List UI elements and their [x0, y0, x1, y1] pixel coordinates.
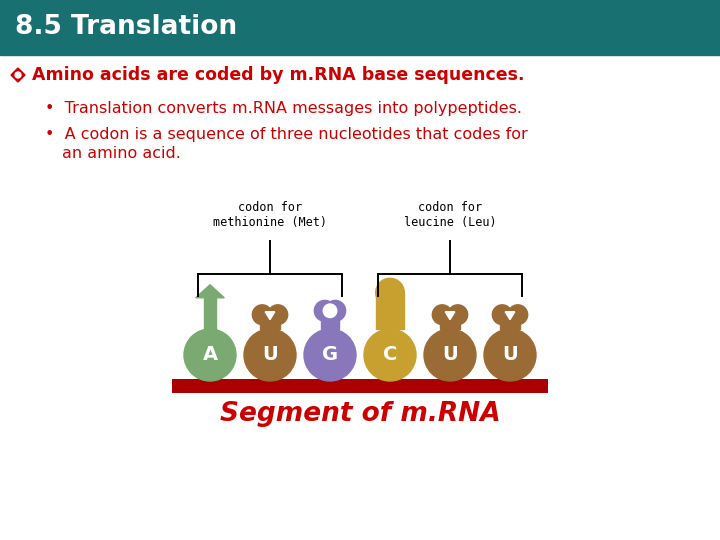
Text: U: U [262, 346, 278, 365]
Polygon shape [196, 285, 225, 298]
Bar [500, 315, 521, 329]
Polygon shape [505, 312, 515, 320]
Bar [260, 315, 280, 329]
Circle shape [424, 329, 476, 381]
Text: U: U [442, 346, 458, 365]
Text: •  A codon is a sequence of three nucleotides that codes for: • A codon is a sequence of three nucleot… [45, 127, 528, 143]
Circle shape [432, 305, 452, 325]
Bar [376, 293, 405, 329]
Circle shape [184, 329, 236, 381]
Circle shape [484, 329, 536, 381]
Text: Amino acids are coded by m.RNA base sequences.: Amino acids are coded by m.RNA base sequ… [32, 66, 524, 84]
Bar [0, 0, 720, 55]
Circle shape [323, 304, 337, 318]
Polygon shape [265, 312, 275, 320]
Circle shape [492, 305, 512, 325]
Text: U: U [502, 346, 518, 365]
Bar [172, 379, 548, 393]
Circle shape [376, 278, 405, 307]
Bar [204, 298, 217, 329]
Circle shape [304, 329, 356, 381]
Circle shape [508, 305, 528, 325]
Bar [320, 311, 339, 329]
Circle shape [448, 305, 468, 325]
Text: •  Translation converts m.RNA messages into polypeptides.: • Translation converts m.RNA messages in… [45, 100, 522, 116]
Bar [440, 315, 460, 329]
Text: codon for
leucine (Leu): codon for leucine (Leu) [404, 201, 496, 229]
Circle shape [244, 329, 296, 381]
Circle shape [325, 300, 346, 321]
Circle shape [252, 305, 272, 325]
Text: G: G [322, 346, 338, 365]
Polygon shape [11, 68, 25, 82]
Circle shape [268, 305, 288, 325]
Polygon shape [445, 312, 455, 320]
Circle shape [315, 300, 335, 321]
Text: 8.5 Translation: 8.5 Translation [15, 15, 237, 40]
Text: C: C [383, 346, 397, 365]
Text: Segment of m.RNA: Segment of m.RNA [220, 401, 500, 427]
Circle shape [364, 329, 416, 381]
Text: an amino acid.: an amino acid. [62, 145, 181, 160]
Text: A: A [202, 346, 217, 365]
Text: codon for
methionine (Met): codon for methionine (Met) [213, 201, 327, 229]
Circle shape [15, 72, 21, 78]
